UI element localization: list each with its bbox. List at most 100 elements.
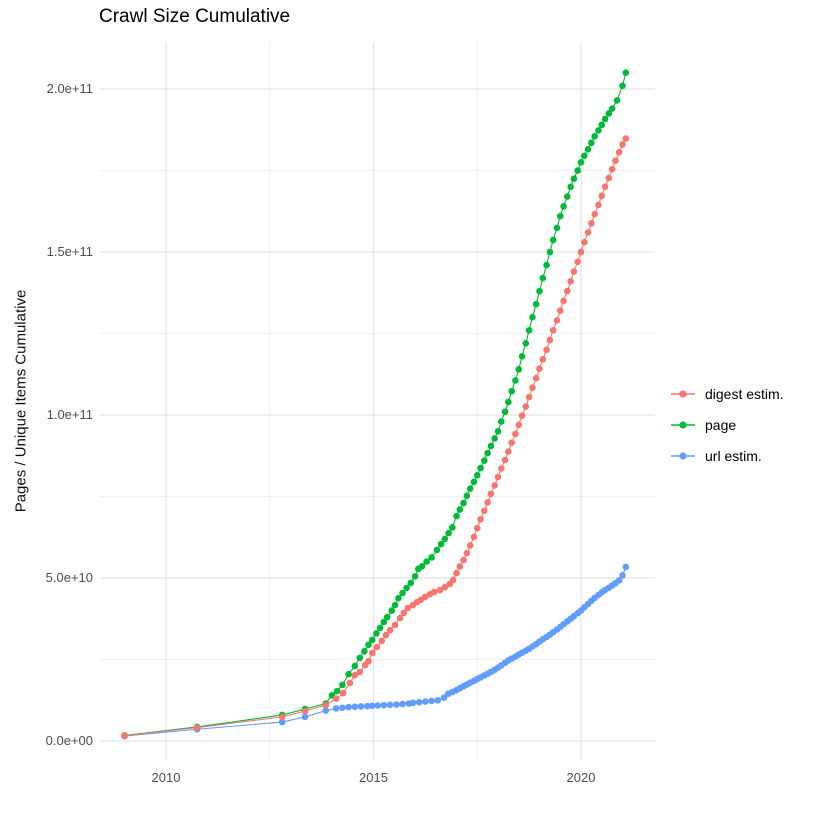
data-point xyxy=(539,274,547,282)
data-point xyxy=(380,701,388,709)
data-point xyxy=(577,248,585,256)
data-point xyxy=(494,473,502,481)
data-point xyxy=(373,630,380,637)
data-point xyxy=(518,353,526,360)
data-point xyxy=(574,167,581,174)
data-point xyxy=(453,569,460,577)
data-point xyxy=(491,482,498,489)
data-point xyxy=(400,609,408,617)
data-point xyxy=(388,607,396,614)
data-point xyxy=(484,449,491,457)
legend-label: page xyxy=(705,416,737,433)
data-point xyxy=(539,355,547,363)
data-point xyxy=(278,713,286,721)
data-point xyxy=(441,535,449,543)
legend-key-line-point-icon xyxy=(671,389,695,398)
data-point xyxy=(460,556,467,564)
data-point xyxy=(356,668,364,676)
data-point xyxy=(515,366,523,373)
data-point xyxy=(418,562,426,570)
data-point xyxy=(613,97,621,104)
data-point xyxy=(508,387,515,395)
data-point xyxy=(351,662,359,670)
data-point xyxy=(584,146,592,153)
data-point xyxy=(529,384,536,391)
data-point xyxy=(339,689,347,697)
data-point xyxy=(449,576,457,584)
data-point xyxy=(564,193,571,200)
data-point xyxy=(584,229,592,236)
data-point xyxy=(567,183,574,191)
data-point xyxy=(428,697,435,705)
data-point xyxy=(570,268,578,275)
y-tick-label: 5.0e+10 xyxy=(45,570,93,585)
data-point xyxy=(193,724,201,731)
data-point xyxy=(441,583,449,591)
data-point xyxy=(543,261,550,269)
data-point xyxy=(608,105,616,112)
data-point xyxy=(481,507,488,515)
data-point xyxy=(532,374,540,382)
y-tick-label: 1.0e+11 xyxy=(46,407,93,422)
data-point xyxy=(356,654,364,662)
data-point xyxy=(409,699,417,707)
data-point xyxy=(619,572,626,579)
data-point xyxy=(501,456,509,464)
data-point xyxy=(525,326,533,334)
data-point xyxy=(365,641,372,649)
data-point xyxy=(368,636,376,644)
data-point xyxy=(395,594,402,602)
data-point xyxy=(445,529,452,537)
data-point xyxy=(332,695,340,702)
data-point xyxy=(570,175,578,182)
data-point xyxy=(608,165,616,173)
data-point xyxy=(477,464,484,472)
data-point xyxy=(473,472,481,479)
data-point xyxy=(368,702,376,710)
data-point xyxy=(301,713,309,721)
data-point xyxy=(399,700,406,708)
data-point xyxy=(491,435,498,442)
data-point xyxy=(581,238,588,246)
data-point xyxy=(428,554,435,561)
y-tick-label: 2.0e+11 xyxy=(46,81,93,96)
data-point xyxy=(553,224,561,232)
data-point xyxy=(376,624,384,632)
data-point xyxy=(601,183,609,191)
data-point xyxy=(383,613,391,621)
data-point xyxy=(391,621,399,629)
data-point xyxy=(473,524,481,532)
y-tick-label: 1.5e+11 xyxy=(46,244,93,259)
data-point xyxy=(386,626,394,634)
data-point xyxy=(518,412,526,419)
data-point xyxy=(546,248,554,256)
data-point xyxy=(515,421,523,429)
data-point xyxy=(588,220,595,227)
data-point xyxy=(433,546,441,554)
data-point xyxy=(351,671,359,679)
data-point xyxy=(466,542,474,549)
x-tick-label: 2020 xyxy=(566,770,596,785)
data-point xyxy=(423,558,430,565)
legend-item-digest-estim: digest estim. xyxy=(670,378,784,409)
legend-item-url-estim: url estim. xyxy=(670,440,784,471)
data-point xyxy=(595,201,602,209)
data-point xyxy=(498,465,505,472)
data-point xyxy=(403,584,411,592)
data-point xyxy=(522,403,530,410)
data-point xyxy=(498,418,505,425)
data-point xyxy=(605,174,613,182)
x-tick-label: 2015 xyxy=(359,770,388,785)
data-point xyxy=(460,499,467,507)
data-point xyxy=(581,152,588,160)
data-point xyxy=(549,326,557,334)
data-point xyxy=(332,705,340,712)
data-point xyxy=(449,524,456,531)
data-point xyxy=(560,297,567,305)
data-point xyxy=(494,428,502,435)
data-point xyxy=(588,139,595,147)
data-point xyxy=(512,430,519,438)
data-point xyxy=(415,698,423,706)
data-point xyxy=(549,236,557,244)
